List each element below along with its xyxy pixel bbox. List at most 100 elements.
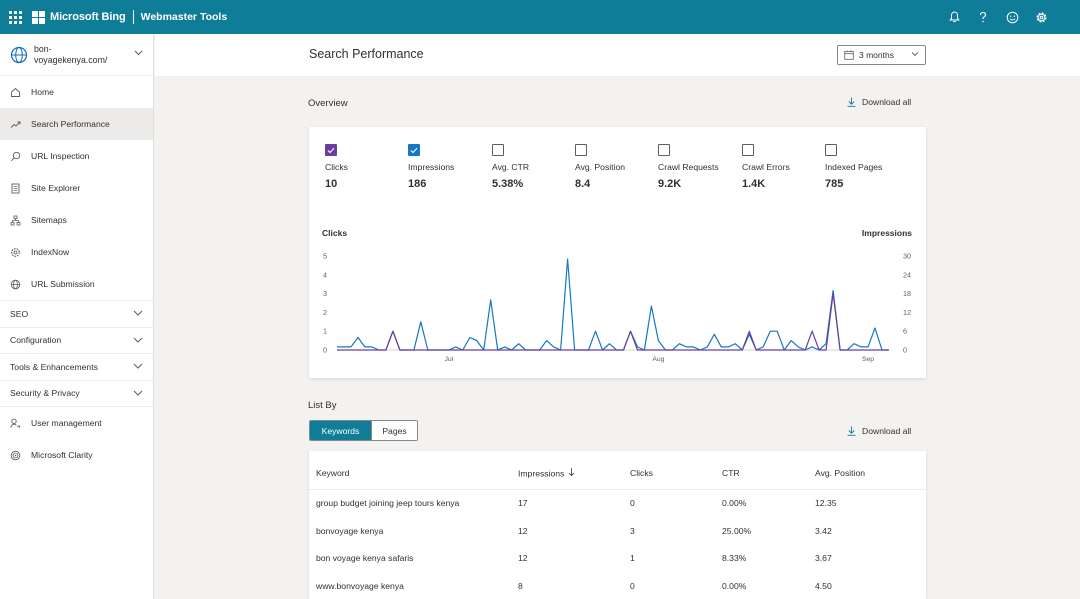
home-icon xyxy=(10,87,21,98)
avg-position-cell: 3.42 xyxy=(815,526,832,536)
metric-avg-position[interactable]: Avg. Position 8.4 xyxy=(575,144,625,190)
metric-label: Impressions xyxy=(408,162,455,172)
keyword-cell: bonvoyage kenya xyxy=(316,526,384,536)
sidebar-group-label: Security & Privacy xyxy=(10,388,80,399)
impressions-cell: 8 xyxy=(518,581,523,591)
checkbox-unchecked[interactable] xyxy=(825,144,837,156)
globe-icon xyxy=(10,279,21,290)
clicks-cell: 0 xyxy=(630,498,635,508)
settings-gear-icon[interactable] xyxy=(1034,10,1048,24)
sidebar-item-url-submission[interactable]: URL Submission xyxy=(0,268,153,300)
gear-icon xyxy=(10,247,21,258)
list-download-all-button[interactable]: Download all xyxy=(847,426,911,436)
sidebar-group-configuration[interactable]: Configuration xyxy=(0,326,153,354)
column-header-keyword[interactable]: Keyword xyxy=(316,468,350,478)
sidebar-item-home[interactable]: Home xyxy=(0,76,153,108)
avg-position-cell: 4.50 xyxy=(815,581,832,591)
waffle-icon xyxy=(8,10,22,24)
chevron-down-icon xyxy=(134,50,143,56)
sidebar-item-label: User management xyxy=(31,418,102,428)
metric-label: Indexed Pages xyxy=(825,162,883,172)
left-axis-tick-label: 0 xyxy=(323,346,327,355)
sidebar-item-site-explorer[interactable]: Site Explorer xyxy=(0,172,153,204)
tab-keywords[interactable]: Keywords xyxy=(310,421,371,440)
right-axis-tick-label: 18 xyxy=(903,289,911,298)
metric-clicks[interactable]: Clicks 10 xyxy=(325,144,348,190)
checkmark-icon xyxy=(327,147,335,153)
download-all-label: Download all xyxy=(862,97,912,107)
sidebar-item-label: Sitemaps xyxy=(31,215,67,225)
tab-pages[interactable]: Pages xyxy=(371,421,417,440)
sidebar-item-label: Microsoft Clarity xyxy=(31,450,93,460)
checkbox-checked[interactable] xyxy=(408,144,420,156)
column-header-avg-position[interactable]: Avg. Position xyxy=(815,468,866,478)
chevron-down-icon xyxy=(133,363,143,369)
brand-divider xyxy=(132,10,134,24)
feedback-smiley-icon[interactable] xyxy=(1005,10,1019,24)
chevron-down-icon xyxy=(911,52,919,57)
bell-icon[interactable] xyxy=(947,10,961,24)
sidebar-group-seo[interactable]: SEO xyxy=(0,300,153,327)
table-row[interactable]: group budget joining jeep tours kenya 17… xyxy=(309,489,926,517)
brand-name[interactable]: Microsoft Bing xyxy=(50,11,126,23)
table-row[interactable]: bon voyage kenya safaris 12 1 8.33% 3.67 xyxy=(309,544,926,572)
chevron-down-icon xyxy=(133,390,143,396)
series-line-clicks xyxy=(337,292,889,351)
help-icon[interactable] xyxy=(976,10,990,24)
right-axis-tick-label: 12 xyxy=(903,308,911,317)
date-range-dropdown[interactable]: 3 months xyxy=(837,45,926,65)
calendar-icon xyxy=(844,50,854,60)
sidebar-item-microsoft-clarity[interactable]: Microsoft Clarity xyxy=(0,439,153,471)
overview-card: Clicks 10 Impressions 186 Avg. CTR 5.38%… xyxy=(309,127,926,378)
download-all-label: Download all xyxy=(862,426,912,436)
sidebar-item-label: IndexNow xyxy=(31,247,70,257)
site-url: bon-voyagekenya.com/ xyxy=(34,43,108,65)
table-row[interactable]: www.bonvoyage kenya 8 0 0.00% 4.50 xyxy=(309,572,926,599)
app-launcher-button[interactable] xyxy=(0,0,30,34)
sidebar-item-url-inspection[interactable]: URL Inspection xyxy=(0,140,153,172)
page-title: Search Performance xyxy=(309,47,424,61)
product-name[interactable]: Webmaster Tools xyxy=(140,11,228,23)
sidebar-group-tools-enhancements[interactable]: Tools & Enhancements xyxy=(0,353,153,380)
sidebar-group-security-privacy[interactable]: Security & Privacy xyxy=(0,379,153,407)
sidebar-item-user-management[interactable]: User management xyxy=(0,407,153,439)
sidebar: bon-voyagekenya.com/ Home Search Perform… xyxy=(0,34,154,599)
metric-crawl-requests[interactable]: Crawl Requests 9.2K xyxy=(658,144,719,190)
sidebar-item-indexnow[interactable]: IndexNow xyxy=(0,236,153,268)
column-header-impressions[interactable]: Impressions xyxy=(518,468,575,479)
column-header-ctr[interactable]: CTR xyxy=(722,468,740,478)
metric-crawl-errors[interactable]: Crawl Errors 1.4K xyxy=(742,144,790,190)
metric-value: 10 xyxy=(325,178,338,190)
metric-avg-ctr[interactable]: Avg. CTR 5.38% xyxy=(492,144,529,190)
sidebar-item-label: URL Submission xyxy=(31,279,95,289)
checkbox-unchecked[interactable] xyxy=(492,144,504,156)
search-icon xyxy=(10,151,21,162)
sidebar-item-label: Site Explorer xyxy=(31,183,81,193)
checkbox-unchecked[interactable] xyxy=(658,144,670,156)
metric-label: Crawl Errors xyxy=(742,162,790,172)
user-key-icon xyxy=(10,418,21,429)
impressions-cell: 12 xyxy=(518,526,528,536)
checkbox-checked[interactable] xyxy=(325,144,337,156)
sidebar-item-sitemaps[interactable]: Sitemaps xyxy=(0,204,153,236)
table-header-row: Keyword Impressions Clicks CTR Avg. Posi… xyxy=(309,457,926,490)
left-axis-tick-label: 2 xyxy=(323,308,327,317)
chevron-down-icon xyxy=(133,337,143,343)
metric-impressions[interactable]: Impressions 186 xyxy=(408,144,454,190)
column-header-clicks[interactable]: Clicks xyxy=(630,468,653,478)
x-axis-tick-label: Aug xyxy=(652,356,664,363)
left-axis-tick-label: 1 xyxy=(323,327,327,336)
sidebar-item-label: Search Performance xyxy=(31,119,110,129)
x-axis-tick-label: Sep xyxy=(862,356,874,363)
table-row[interactable]: bonvoyage kenya 12 3 25.00% 3.42 xyxy=(309,517,926,545)
overview-heading: Overview xyxy=(308,98,348,109)
performance-chart: Clicks Impressions 5 4 3 2 1 0 30 24 18 12 6 0 Jul Au… xyxy=(309,227,926,372)
overview-download-all-button[interactable]: Download all xyxy=(847,97,911,107)
site-selector[interactable]: bon-voyagekenya.com/ xyxy=(0,34,153,76)
checkbox-unchecked[interactable] xyxy=(575,144,587,156)
sidebar-item-search-performance[interactable]: Search Performance xyxy=(0,108,153,140)
avg-position-cell: 3.67 xyxy=(815,553,832,563)
metric-indexed-pages[interactable]: Indexed Pages 785 xyxy=(825,144,882,190)
metric-value: 9.2K xyxy=(658,178,682,190)
checkbox-unchecked[interactable] xyxy=(742,144,754,156)
